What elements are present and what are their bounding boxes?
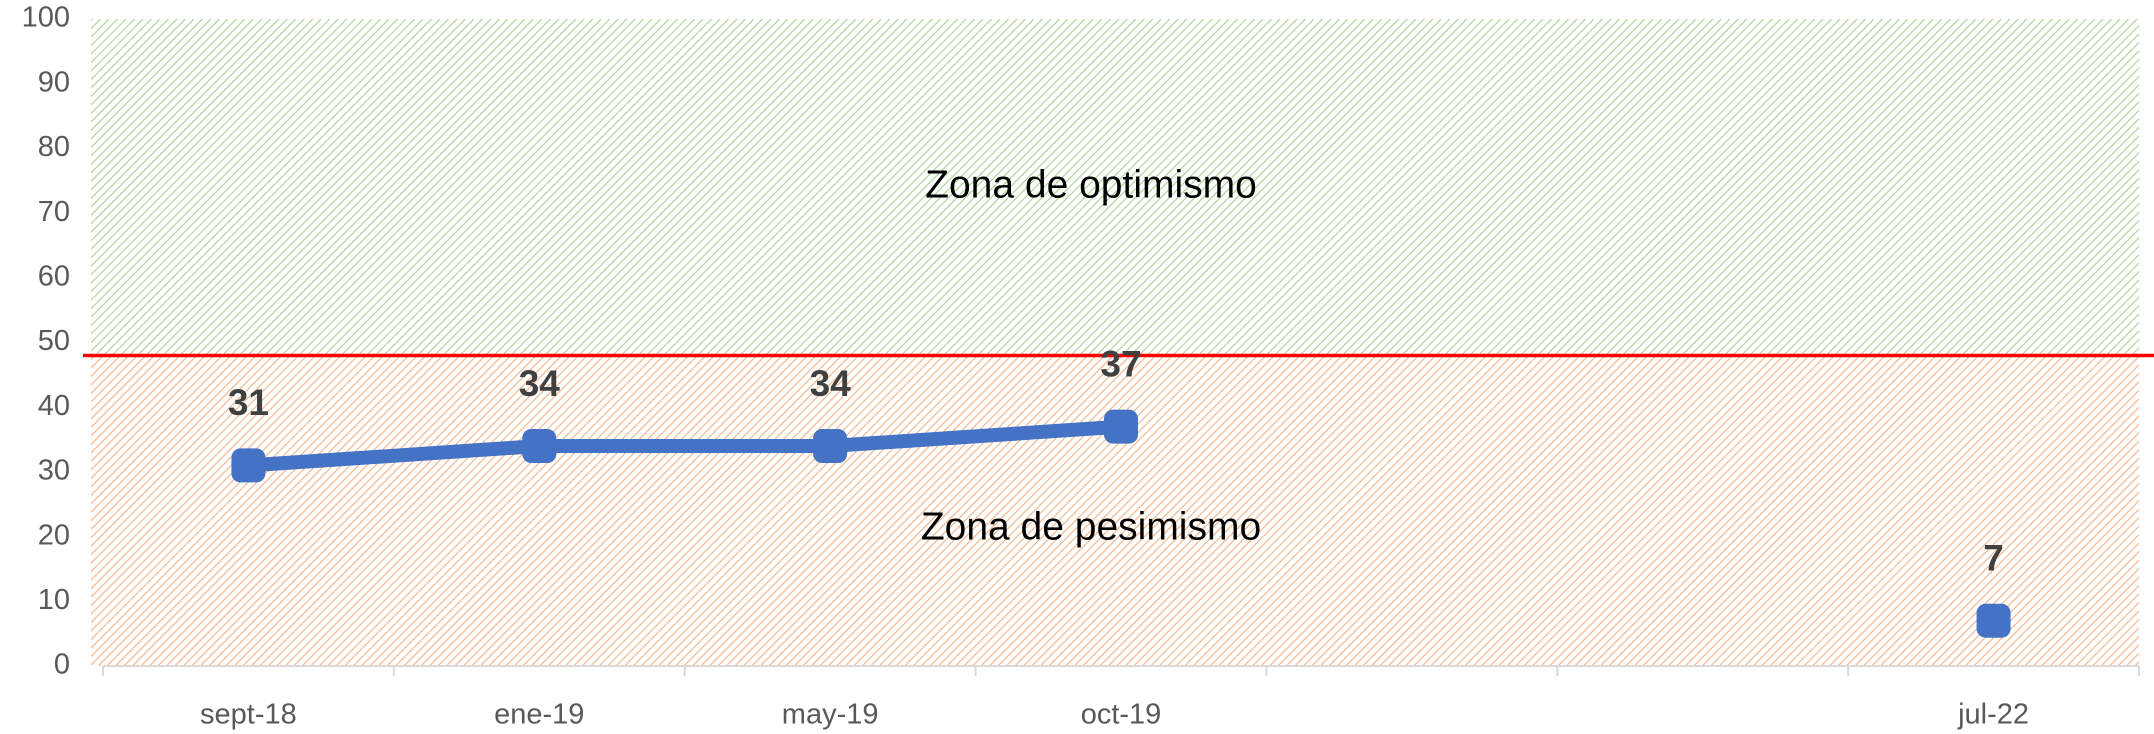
data-label: 37 — [1100, 343, 1141, 384]
x-tick-label: oct-19 — [1081, 699, 1162, 731]
x-tick-label: may-19 — [782, 699, 879, 731]
y-tick-label: 90 — [38, 66, 70, 98]
zone-label: Zona de pesimismo — [921, 506, 1261, 549]
data-label: 34 — [519, 363, 561, 404]
x-tick-label: sept-18 — [200, 699, 297, 731]
marker — [1976, 603, 2011, 638]
y-tick-label: 40 — [38, 390, 70, 422]
y-tick-label: 30 — [38, 455, 70, 487]
zone-label: Zona de optimismo — [925, 164, 1257, 207]
data-label: 31 — [228, 382, 269, 423]
x-tick-label: ene-19 — [494, 699, 584, 731]
data-label: 34 — [810, 363, 852, 404]
y-tick-label: 70 — [38, 196, 70, 228]
y-tick-label: 50 — [38, 325, 70, 357]
marker — [522, 429, 557, 464]
marker — [813, 429, 848, 464]
marker — [231, 448, 266, 483]
y-tick-label: 0 — [54, 649, 70, 681]
marker — [1104, 409, 1138, 444]
y-tick-label: 10 — [38, 584, 70, 616]
x-tick-label: jul-22 — [1957, 699, 2029, 731]
y-tick-label: 100 — [22, 2, 70, 34]
y-tick-label: 20 — [38, 519, 70, 551]
data-label: 7 — [1983, 537, 2004, 578]
y-tick-label: 60 — [38, 260, 70, 292]
optimism-zone — [91, 19, 2139, 356]
y-tick-label: 80 — [38, 131, 70, 163]
pessimism-zone — [91, 355, 2139, 666]
